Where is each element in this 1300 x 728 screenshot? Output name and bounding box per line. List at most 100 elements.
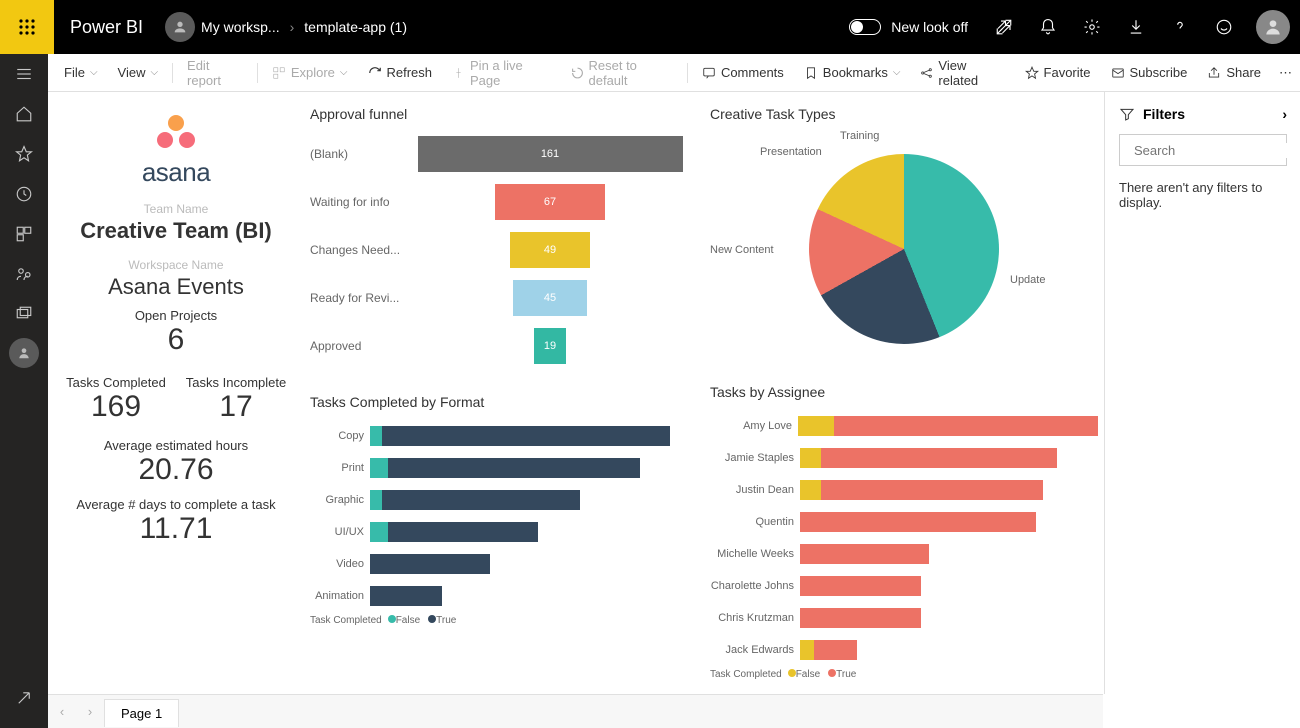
recent-icon[interactable] <box>0 174 48 214</box>
bar-segment-true[interactable] <box>821 480 1042 500</box>
bar-segment-true[interactable] <box>800 512 1036 532</box>
favorites-icon[interactable] <box>0 134 48 174</box>
bar-segment-true[interactable] <box>834 416 1098 436</box>
favorite-button[interactable]: Favorite <box>1015 54 1101 91</box>
feedback-icon[interactable] <box>1202 0 1246 54</box>
share-button[interactable]: Share <box>1197 54 1271 91</box>
bar-segment-true[interactable] <box>800 608 921 628</box>
report-toolbar: File⌵ View⌵ Edit report Explore⌵ Refresh… <box>0 54 1300 92</box>
filter-icon <box>1119 106 1135 122</box>
pie-slice-label: Training <box>840 130 879 142</box>
apps-icon[interactable] <box>0 214 48 254</box>
bar-segment-true[interactable] <box>382 426 670 446</box>
legend-swatch <box>788 669 796 677</box>
nav-menu-icon[interactable] <box>0 54 48 94</box>
view-menu[interactable]: View⌵ <box>108 54 169 91</box>
notifications-icon[interactable] <box>1026 0 1070 54</box>
bar-segment-false[interactable] <box>800 480 821 500</box>
help-icon[interactable] <box>1158 0 1202 54</box>
bar-label: Quentin <box>710 516 800 528</box>
breadcrumb-app[interactable]: template-app (1) <box>304 19 407 35</box>
legend-swatch <box>428 615 436 623</box>
bar-segment-true[interactable] <box>382 490 580 510</box>
bar-segment-false[interactable] <box>800 640 814 660</box>
funnel-bar[interactable]: 161 <box>418 136 683 172</box>
bar-segment-false[interactable] <box>798 416 834 436</box>
bar-label: UI/UX <box>310 526 370 538</box>
more-menu[interactable]: ⋯ <box>1271 54 1300 91</box>
left-nav-rail <box>0 54 48 728</box>
explore-menu[interactable]: Explore⌵ <box>262 54 358 91</box>
bar-segment-true[interactable] <box>800 544 929 564</box>
page-next-icon[interactable]: › <box>76 704 104 719</box>
subscribe-button[interactable]: Subscribe <box>1101 54 1198 91</box>
view-related-button[interactable]: View related <box>910 54 1014 91</box>
bar-segment-true[interactable] <box>800 576 921 596</box>
funnel-row: (Blank)161 <box>310 134 698 174</box>
pie-slice-label: New Content <box>710 244 774 256</box>
breadcrumb-workspace[interactable]: My worksp... <box>201 19 280 35</box>
asana-logo: asana <box>142 112 210 188</box>
funnel-bar[interactable]: 67 <box>495 184 605 220</box>
chevron-right-icon[interactable]: › <box>1282 106 1287 122</box>
bar-segment-true[interactable] <box>388 522 538 542</box>
bar-segment-true[interactable] <box>388 458 640 478</box>
page-tab[interactable]: Page 1 <box>104 699 179 727</box>
bar-row: Jamie Staples <box>710 444 1098 471</box>
settings-icon[interactable] <box>1070 0 1114 54</box>
home-icon[interactable] <box>0 94 48 134</box>
bar-row: Graphic <box>310 486 698 513</box>
bar-segment-false[interactable] <box>800 448 821 468</box>
get-data-icon[interactable] <box>0 678 48 718</box>
page-prev-icon[interactable]: ‹ <box>48 704 76 719</box>
bar-row: Chris Krutzman <box>710 604 1098 631</box>
my-workspace-icon[interactable] <box>9 338 39 368</box>
brand-label: Power BI <box>54 17 159 38</box>
user-avatar-icon[interactable] <box>1256 10 1290 44</box>
bar-label: Chris Krutzman <box>710 612 800 624</box>
file-menu[interactable]: File⌵ <box>54 54 108 91</box>
funnel-row: Waiting for info67 <box>310 182 698 222</box>
format-chart[interactable]: Tasks Completed by Format CopyPrintGraph… <box>304 384 704 636</box>
bar-segment-false[interactable] <box>370 426 382 446</box>
bar-segment-true[interactable] <box>814 640 857 660</box>
new-look-toggle[interactable] <box>849 19 881 35</box>
funnel-bar[interactable]: 45 <box>513 280 587 316</box>
filters-search-input[interactable] <box>1134 143 1300 158</box>
assignee-legend: Task Completed FalseTrue <box>710 669 1098 680</box>
pie-chart[interactable]: Creative Task Types UpdateNew ContentPre… <box>704 96 1104 374</box>
funnel-label: Approved <box>310 339 402 353</box>
bar-segment-false[interactable] <box>370 490 382 510</box>
app-launcher-icon[interactable] <box>0 0 54 54</box>
bar-segment-true[interactable] <box>821 448 1057 468</box>
team-name-label: Team Name <box>56 202 296 216</box>
workspace-avatar-icon[interactable] <box>165 12 195 42</box>
fullscreen-icon[interactable] <box>982 0 1026 54</box>
download-icon[interactable] <box>1114 0 1158 54</box>
funnel-bar[interactable]: 49 <box>510 232 591 268</box>
filters-search[interactable] <box>1119 134 1287 166</box>
refresh-button[interactable]: Refresh <box>358 54 443 91</box>
avg-hours-value: 20.76 <box>56 453 296 487</box>
bar-segment-false[interactable] <box>370 522 388 542</box>
funnel-chart[interactable]: Approval funnel (Blank)161Waiting for in… <box>304 96 704 384</box>
top-header: Power BI My worksp... › template-app (1)… <box>0 0 1300 54</box>
funnel-bar[interactable]: 19 <box>534 328 565 364</box>
pin-button[interactable]: Pin a live Page <box>442 54 560 91</box>
assignee-chart[interactable]: Tasks by Assignee Amy LoveJamie StaplesJ… <box>704 374 1104 690</box>
pie-graphic[interactable] <box>809 154 999 344</box>
bar-row: Jack Edwards <box>710 636 1098 663</box>
bar-segment-false[interactable] <box>370 458 388 478</box>
bar-segment-true[interactable] <box>370 554 490 574</box>
workspaces-icon[interactable] <box>0 294 48 334</box>
bar-segment-true[interactable] <box>370 586 442 606</box>
avg-hours-label: Average estimated hours <box>56 438 296 453</box>
bookmarks-menu[interactable]: Bookmarks⌵ <box>794 54 911 91</box>
shared-icon[interactable] <box>0 254 48 294</box>
reset-button[interactable]: Reset to default <box>561 54 684 91</box>
legend-swatch <box>828 669 836 677</box>
report-canvas: asana Team Name Creative Team (BI) Works… <box>48 92 1104 694</box>
comments-button[interactable]: Comments <box>692 54 794 91</box>
edit-report-button[interactable]: Edit report <box>177 54 253 91</box>
open-projects-label: Open Projects <box>56 308 296 323</box>
